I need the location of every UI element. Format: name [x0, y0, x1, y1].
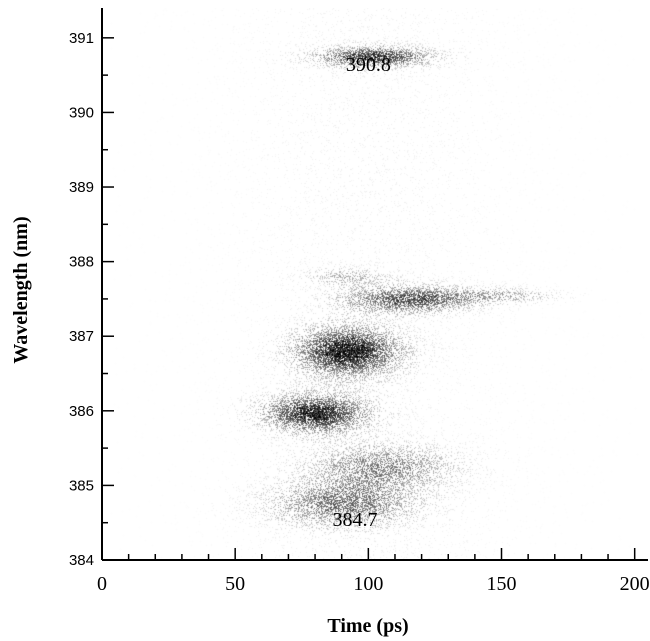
y-tick-label: 388 — [69, 254, 94, 271]
y-tick-label: 389 — [69, 179, 94, 196]
x-tick-label: 100 — [353, 573, 383, 595]
peak-annotation: 390.8 — [346, 54, 391, 76]
y-tick-label: 390 — [69, 104, 94, 121]
emission-density-map — [102, 8, 648, 560]
x-tick-label: 50 — [225, 573, 245, 595]
y-tick-label: 391 — [69, 30, 94, 47]
x-tick-label: 200 — [620, 573, 650, 595]
y-tick-label: 384 — [69, 552, 94, 569]
y-tick-label: 387 — [69, 328, 94, 345]
emission-density-image — [102, 8, 648, 560]
y-axis-title: Wavelength (nm) — [10, 216, 32, 363]
x-tick-label: 0 — [97, 573, 107, 595]
y-tick-label: 386 — [69, 403, 94, 420]
y-tick-label: 385 — [69, 477, 94, 494]
axes: 384 385 386 387 388 389 390 391 0 50 100 150 200 — [69, 8, 650, 595]
x-tick-label: 150 — [487, 573, 517, 595]
peak-annotation: 384.7 — [333, 509, 378, 531]
x-axis-title: Time (ps) — [327, 615, 408, 637]
annotations: 390.8 384.7 — [333, 54, 391, 531]
